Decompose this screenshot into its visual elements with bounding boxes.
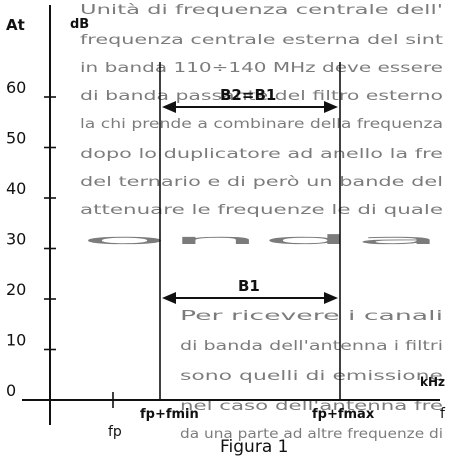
upper-arrow-label: B2=B1 <box>220 86 276 104</box>
y-ticks: 60 50 40 30 20 10 0 <box>6 78 56 400</box>
background-text-line: da una parte ad altre frequenze di <box>180 427 443 442</box>
label-fp-fmin: fp+fmin <box>140 407 199 422</box>
background-text-line: attenuare le frequenze le di quale <box>80 203 443 218</box>
lower-arrow-label: B1 <box>238 277 260 295</box>
background-text-line: la chi prende a combinare della frequenz… <box>80 117 443 132</box>
background-text-line: sono quelli di emissione <box>180 369 443 384</box>
background-text-line: di banda passante del filtro esterno <box>80 89 443 104</box>
background-text-line: onda <box>80 233 443 248</box>
y-tick-label: 0 <box>6 381 16 400</box>
upper-bandwidth-arrow <box>162 101 338 113</box>
x-axis-symbol: f <box>440 406 446 422</box>
background-text-line: Per ricevere i canali <box>180 309 443 324</box>
background-text-line: nel caso dell'antenna fre <box>180 399 443 414</box>
background-text: Unità di frequenza centrale dell' frequen… <box>80 3 443 442</box>
lower-bandwidth-arrow <box>162 292 338 304</box>
background-text-line: Unità di frequenza centrale dell' <box>80 3 443 18</box>
y-tick-label: 10 <box>6 331 26 350</box>
y-tick-label: 60 <box>6 78 26 97</box>
y-axis-label-db: dB <box>70 17 89 32</box>
y-tick-label: 30 <box>6 230 26 249</box>
y-tick-label: 20 <box>6 280 26 299</box>
background-text-line: frequenza centrale esterna del sint <box>80 33 443 48</box>
figure-caption: Figura 1 <box>220 437 288 457</box>
y-axis-label-at: At <box>6 16 25 34</box>
background-text-line: del ternario e di però un bande del <box>80 175 443 190</box>
background-text-line: in banda 110÷140 MHz deve essere <box>80 61 443 76</box>
label-fp: fp <box>108 424 122 440</box>
label-fp-fmax: fp+fmax <box>312 407 375 422</box>
background-text-line: di banda dell'antenna i filtri <box>180 339 443 354</box>
y-tick-label: 50 <box>6 129 26 148</box>
background-text-line: dopo lo duplicatore ad anello la fre <box>80 147 443 162</box>
x-axis-unit: kHz <box>420 375 445 389</box>
y-tick-label: 40 <box>6 179 26 198</box>
